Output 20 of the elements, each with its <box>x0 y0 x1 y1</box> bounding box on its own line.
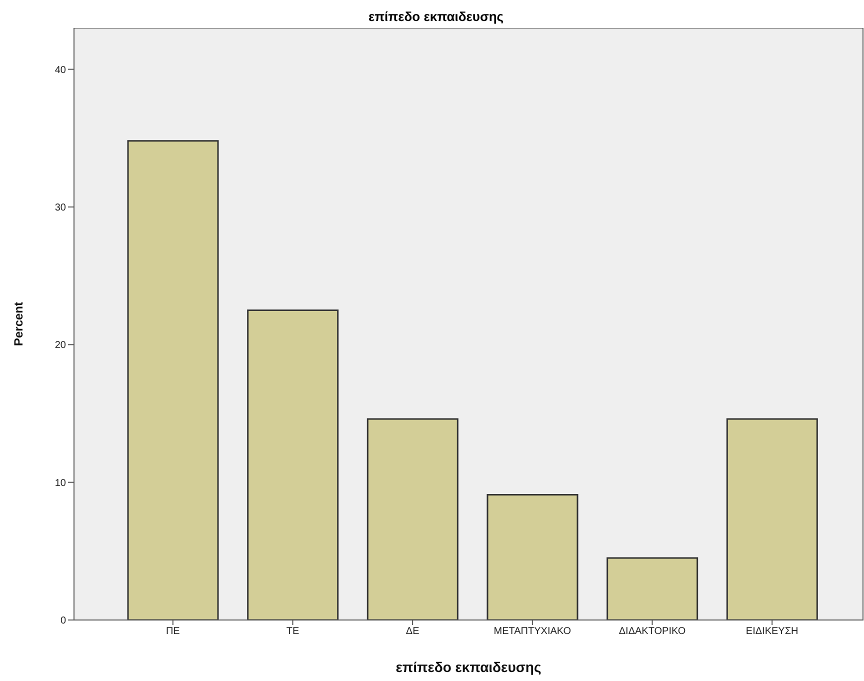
y-tick-label: 40 <box>54 64 66 76</box>
y-tick-label: 0 <box>60 616 66 627</box>
y-tick-label: 20 <box>54 340 66 352</box>
bar <box>486 494 578 620</box>
x-tick-label: ΕΙΔΙΚΕΥΣΗ <box>746 626 798 638</box>
x-axis-title: επίπεδο εκπαιδευσης <box>396 659 542 675</box>
bar <box>247 309 339 620</box>
y-axis-title: Percent <box>11 302 26 346</box>
bar <box>127 140 219 620</box>
y-tick-label: 30 <box>54 202 66 214</box>
chart-title: επίπεδο εκπαιδευσης <box>367 8 505 26</box>
bar <box>606 557 698 620</box>
x-tick-label: ΠΕ <box>166 626 180 638</box>
x-tick-label: ΜΕΤΑΠΤΥΧΙΑΚΟ <box>494 626 572 638</box>
bar <box>726 418 818 620</box>
x-tick-label: ΤΕ <box>286 626 300 638</box>
x-tick-label: ΔΙΔΑΚΤΟΡΙΚΟ <box>618 626 686 638</box>
bar <box>366 418 458 620</box>
y-tick-label: 10 <box>54 478 66 489</box>
x-tick-label: ΔΕ <box>406 626 420 638</box>
